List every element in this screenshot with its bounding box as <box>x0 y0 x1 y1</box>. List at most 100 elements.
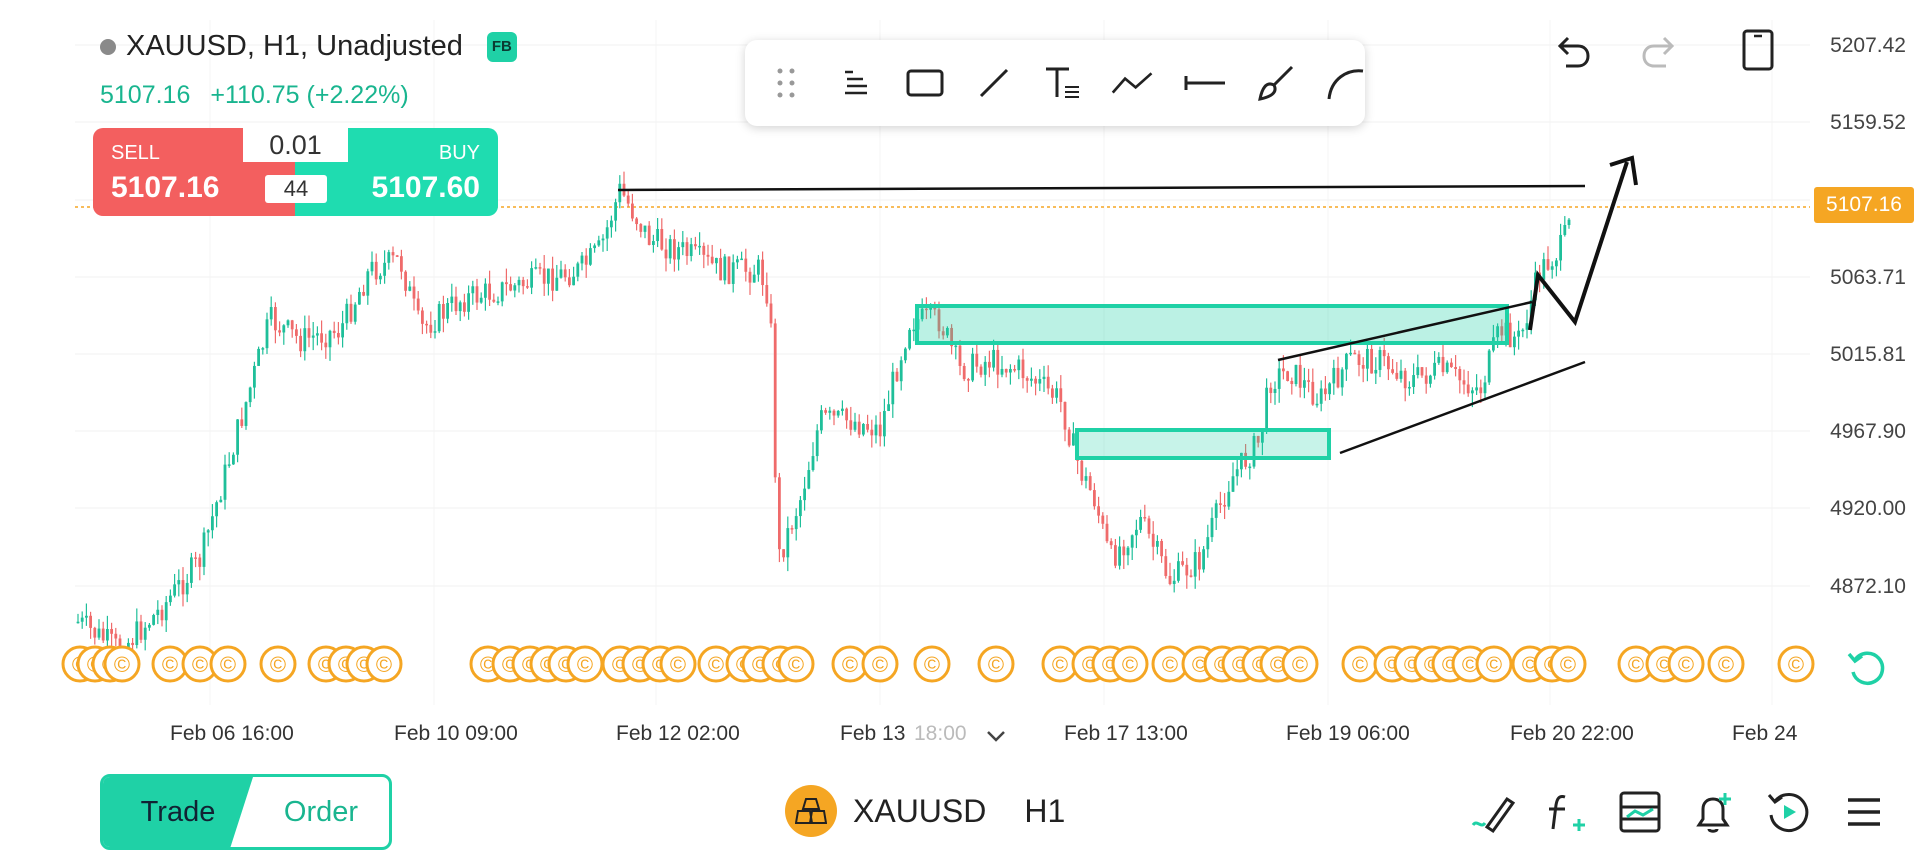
candle-body <box>1160 541 1163 557</box>
candle-body <box>1277 368 1281 389</box>
candlestick-series <box>76 171 1571 663</box>
draw-pen-icon[interactable] <box>1466 786 1518 838</box>
candle-body <box>1101 515 1105 524</box>
candle-body <box>631 203 634 219</box>
candle-body <box>85 615 88 618</box>
candle-body <box>454 296 458 312</box>
candle-body <box>1500 326 1504 336</box>
event-marker-glyph: © <box>270 652 286 677</box>
event-marker-glyph: © <box>480 652 496 677</box>
candle-body <box>610 220 613 228</box>
tab-trade[interactable]: Trade <box>103 777 253 847</box>
alert-bell-icon[interactable] <box>1688 786 1740 838</box>
candle-body <box>1248 466 1252 469</box>
redo-icon[interactable] <box>1636 26 1684 74</box>
candle-body <box>576 263 580 277</box>
candle-body <box>572 276 575 286</box>
candle-body <box>89 615 92 628</box>
candle-body <box>101 628 105 641</box>
timeframe-selector[interactable]: H1 <box>1024 792 1066 829</box>
rectangle-icon[interactable] <box>905 61 946 105</box>
candle-body <box>500 282 504 302</box>
event-marker-icon: © <box>209 645 247 683</box>
undo-icon[interactable] <box>1548 26 1596 74</box>
candle-body <box>1387 356 1390 370</box>
candle-body <box>383 262 386 276</box>
candle-body <box>433 331 437 333</box>
brush-icon[interactable] <box>1255 61 1296 105</box>
template-icon[interactable] <box>1614 786 1666 838</box>
event-marker-icon: © <box>977 645 1015 683</box>
candle-body <box>958 345 962 366</box>
phone-layout-icon[interactable] <box>1734 26 1782 74</box>
candle-body <box>1466 384 1470 394</box>
event-marker-ring <box>1475 645 1513 683</box>
candle-body <box>1361 365 1365 369</box>
candle-body <box>1097 506 1100 516</box>
candle-body <box>400 256 403 272</box>
event-marker-ring <box>365 645 403 683</box>
trade-order-toggle: Trade Order <box>100 774 392 850</box>
event-marker-glyph: © <box>670 652 686 677</box>
menu-icon[interactable] <box>1838 786 1890 838</box>
candle-body <box>1408 386 1411 389</box>
event-marker-icon: © <box>1475 645 1513 683</box>
candle-body <box>1550 266 1554 270</box>
event-marker-icon: © <box>861 645 899 683</box>
candle-body <box>1214 503 1218 518</box>
polyline-icon[interactable] <box>1111 61 1155 105</box>
candle-body <box>811 456 815 471</box>
candle-body <box>660 229 664 250</box>
candle-body <box>257 348 260 366</box>
tab-order[interactable]: Order <box>283 795 359 828</box>
candle-body <box>1261 431 1264 443</box>
arc-icon[interactable] <box>1324 61 1365 105</box>
candle-body <box>1487 350 1491 383</box>
candle-body <box>698 245 701 248</box>
candle-body <box>689 244 693 257</box>
candle-body <box>509 284 512 291</box>
candle-body <box>845 408 848 421</box>
candle-body <box>647 225 651 245</box>
one-click-trade-panel: SELL 5107.16 BUY 5107.60 0.01 44 <box>93 128 498 216</box>
candle-body <box>1433 362 1436 376</box>
candle-body <box>1370 348 1373 374</box>
candle-body <box>1139 516 1142 530</box>
y-axis-label: 4967.90 <box>1830 420 1906 443</box>
symbol-selector[interactable]: XAUUSD H1 <box>785 785 1065 837</box>
candle-body <box>513 285 517 291</box>
replay-icon[interactable] <box>1762 786 1814 838</box>
reset-chart-icon[interactable] <box>1845 646 1889 690</box>
indicator-fx-icon[interactable] <box>1540 786 1592 838</box>
candle-body <box>853 421 857 430</box>
candle-body <box>1240 452 1243 470</box>
candle-body <box>1298 364 1302 388</box>
menu-list-icon[interactable] <box>836 61 877 105</box>
fb-badge: FB <box>486 31 517 62</box>
candle-body <box>211 516 214 531</box>
candle-body <box>1030 378 1033 381</box>
candle-body <box>299 335 302 352</box>
candle-body <box>1471 390 1474 394</box>
line-icon[interactable] <box>974 61 1015 105</box>
event-marker-icon: © <box>1707 645 1745 683</box>
chevron-down-icon[interactable] <box>984 726 1008 746</box>
lot-size-input[interactable]: 0.01 <box>243 128 348 162</box>
event-marker-icon: © <box>1667 645 1705 683</box>
candle-body <box>341 323 344 338</box>
candle-body <box>542 268 546 284</box>
candle-body <box>1349 352 1352 355</box>
symbol-title[interactable]: XAUUSD, H1, Unadjusted <box>126 30 463 62</box>
candle-body <box>1542 259 1546 280</box>
event-marker-glyph: © <box>1292 652 1308 677</box>
sell-button[interactable]: SELL 5107.16 <box>93 128 295 216</box>
candle-body <box>656 229 659 242</box>
horizontal-line-icon[interactable] <box>1183 61 1227 105</box>
x-axis-label: Feb 20 22:00 <box>1510 722 1634 745</box>
price-chart[interactable]: © © © © © © © © © © © © © © © © © © © © © © © © © © © © © © © © © © © © © © © ©… <box>0 0 1920 760</box>
candle-body <box>937 309 941 332</box>
candle-body <box>1366 348 1369 369</box>
candle-body <box>1336 367 1340 388</box>
text-tool-icon[interactable] <box>1042 61 1083 105</box>
drag-handle-icon[interactable] <box>767 61 808 105</box>
